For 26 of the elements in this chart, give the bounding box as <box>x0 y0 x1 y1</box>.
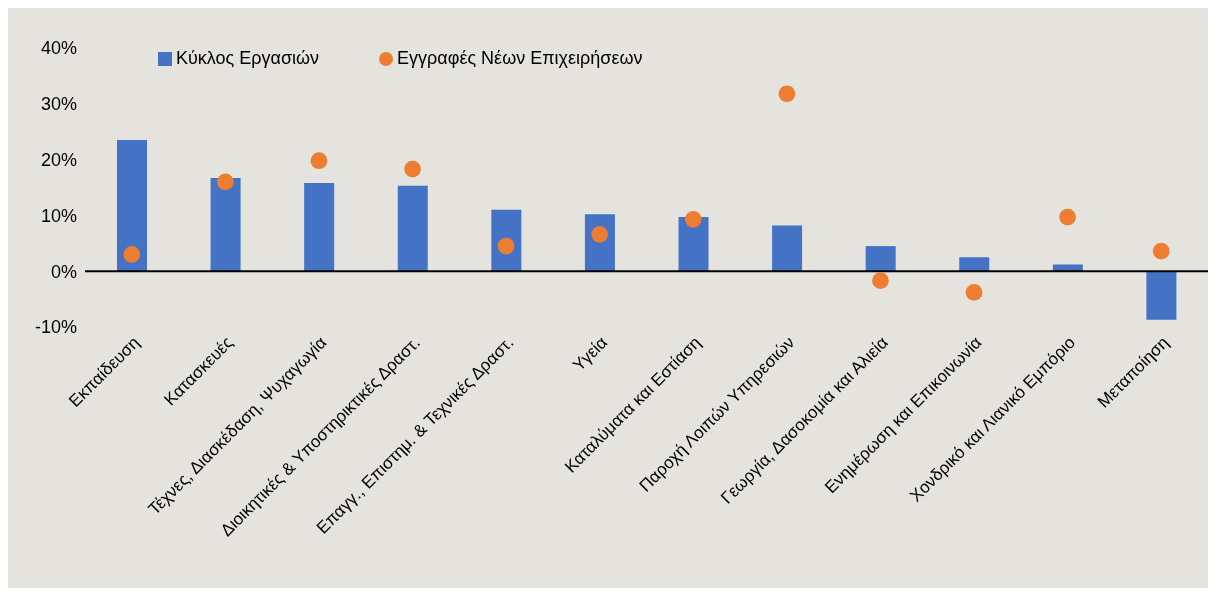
legend-label: Εγγραφές Νέων Επιχειρήσεων <box>397 48 643 68</box>
point <box>1152 242 1170 260</box>
bar <box>117 140 147 272</box>
bar <box>772 225 803 272</box>
y-tick-label: 20% <box>40 149 77 170</box>
point <box>1059 208 1076 226</box>
bar <box>397 185 428 272</box>
legend-label: Κύκλος Εργασιών <box>176 48 320 68</box>
point <box>965 284 983 301</box>
bar <box>959 257 990 272</box>
y-tick-label: 0% <box>50 261 77 282</box>
point <box>310 152 328 170</box>
point <box>404 160 421 178</box>
point <box>778 85 796 103</box>
point <box>217 173 234 191</box>
bar <box>304 183 335 272</box>
point <box>684 210 702 228</box>
y-tick-label: 30% <box>40 94 77 115</box>
y-tick-label: -10% <box>34 317 77 338</box>
point <box>872 272 889 290</box>
y-tick-label: 10% <box>40 205 77 226</box>
bar <box>865 246 896 272</box>
bar <box>210 178 241 272</box>
bar <box>1146 271 1177 320</box>
point <box>123 246 141 263</box>
y-tick-label: 40% <box>40 38 77 59</box>
